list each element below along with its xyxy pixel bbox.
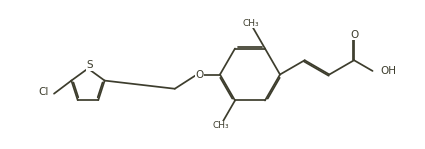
Text: OH: OH xyxy=(380,66,396,76)
Text: S: S xyxy=(87,60,94,70)
Text: Cl: Cl xyxy=(39,87,49,97)
Text: O: O xyxy=(196,69,204,80)
Text: CH₃: CH₃ xyxy=(243,18,259,28)
Text: CH₃: CH₃ xyxy=(212,121,229,131)
Text: O: O xyxy=(350,30,358,40)
